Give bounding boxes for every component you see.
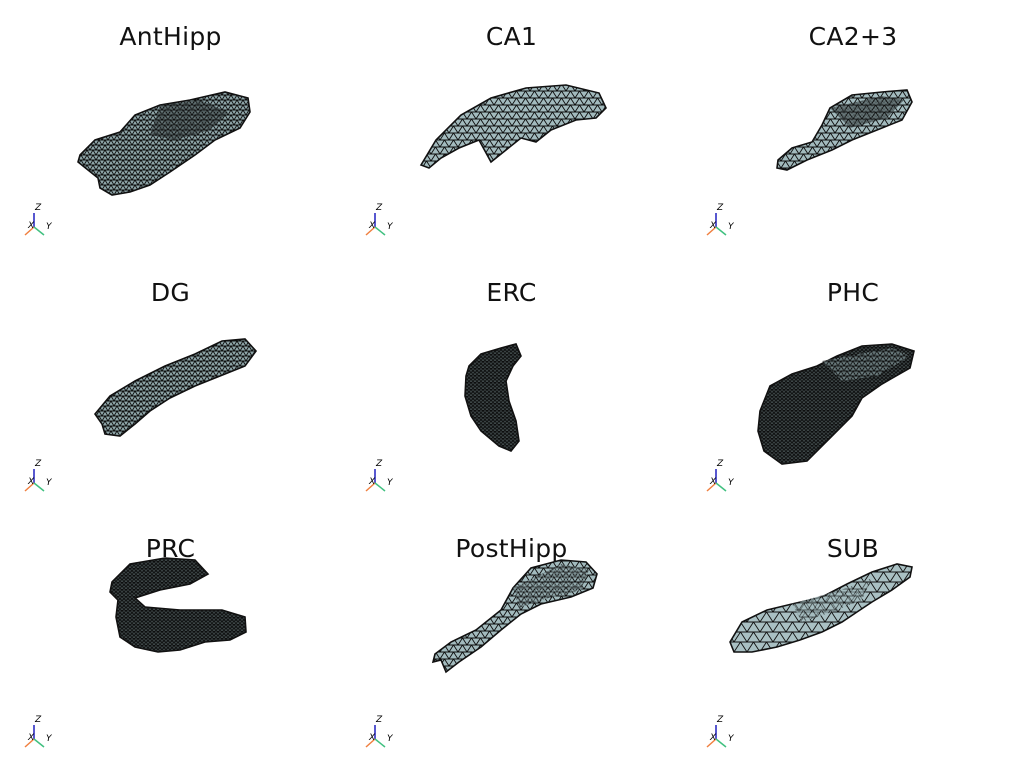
orientation-axes: Z X Y [20, 459, 60, 497]
axis-z-label: Z [376, 459, 383, 469]
prc-mesh[interactable] [0, 512, 341, 768]
orientation-axes: Z X Y [361, 203, 401, 241]
panel-title: PRC [145, 534, 196, 563]
axis-x-label: X [369, 477, 376, 487]
panel-ca1: CA1 Z X Y [341, 0, 682, 256]
axis-x-label: X [710, 477, 717, 487]
orientation-axes: Z X Y [361, 715, 401, 753]
panel-dg: DG Z X Y [0, 256, 341, 512]
axis-y-label: Y [387, 734, 393, 744]
orientation-axes: Z X Y [702, 715, 742, 753]
axis-z-label: Z [717, 715, 724, 725]
axis-x-label: X [710, 733, 717, 743]
axis-z-label: Z [376, 203, 383, 213]
panel-erc: ERC Z X Y [341, 256, 682, 512]
orientation-axes: Z X Y [20, 715, 60, 753]
panel-phc: PHC Z X Y [682, 256, 1024, 512]
axis-z-label: Z [35, 715, 42, 725]
axis-y-label: Y [387, 478, 393, 488]
ca2-3-mesh[interactable] [682, 0, 1023, 256]
axis-y-label: Y [46, 478, 52, 488]
panel-title: SUB [826, 534, 880, 563]
axis-x-label: X [28, 221, 35, 231]
axis-y-label: Y [46, 222, 52, 232]
axis-y-label: Y [387, 222, 393, 232]
panel-title: AntHipp [119, 22, 222, 51]
sub-mesh[interactable] [682, 512, 1023, 768]
axis-z-label: Z [717, 459, 724, 469]
posthipp-mesh[interactable] [341, 512, 682, 768]
axis-x-label: X [28, 733, 35, 743]
orientation-axes: Z X Y [361, 459, 401, 497]
axis-x-label: X [369, 733, 376, 743]
dg-mesh[interactable] [0, 256, 341, 512]
panel-ca2-3: CA2+3 Z X Y [682, 0, 1024, 256]
axis-y-label: Y [728, 734, 734, 744]
panel-title: PHC [826, 278, 880, 307]
ca1-mesh[interactable] [341, 0, 682, 256]
panel-title: CA1 [485, 22, 538, 51]
orientation-axes: Z X Y [20, 203, 60, 241]
axis-x-label: X [28, 477, 35, 487]
axis-y-label: Y [46, 734, 52, 744]
axis-z-label: Z [376, 715, 383, 725]
panel-posthipp: PostHipp Z X Y [341, 512, 682, 768]
axis-y-label: Y [728, 478, 734, 488]
axis-z-label: Z [35, 459, 42, 469]
axis-y-label: Y [728, 222, 734, 232]
phc-mesh[interactable] [682, 256, 1023, 512]
orientation-axes: Z X Y [702, 203, 742, 241]
axis-z-label: Z [35, 203, 42, 213]
axis-x-label: X [710, 221, 717, 231]
panel-anthipp: AntHipp Z X Y [0, 0, 341, 256]
panel-title: PostHipp [455, 534, 568, 563]
panel-title: ERC [486, 278, 537, 307]
panel-title: CA2+3 [808, 22, 898, 51]
axis-x-label: X [369, 221, 376, 231]
anthipp-mesh[interactable] [0, 0, 341, 256]
panel-prc: PRC Z X Y [0, 512, 341, 768]
axis-z-label: Z [717, 203, 724, 213]
erc-mesh[interactable] [341, 256, 682, 512]
panel-title: DG [150, 278, 191, 307]
orientation-axes: Z X Y [702, 459, 742, 497]
panel-sub: SUB Z X Y [682, 512, 1024, 768]
